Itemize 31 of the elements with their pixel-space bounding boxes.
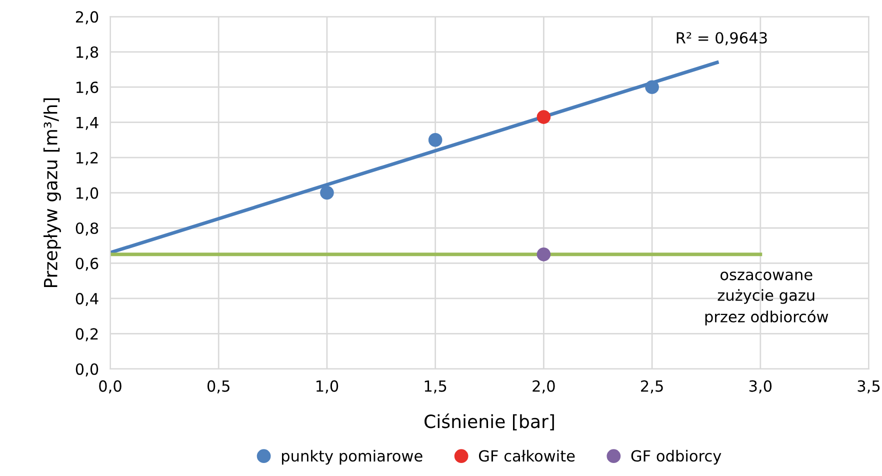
point <box>536 248 551 262</box>
y-axis-title: Przepływ gazu [m³/h] <box>43 98 61 288</box>
annotation: oszacowane zużycie gazu przez odbiorców <box>705 272 828 326</box>
x-tick-label: 2,5 <box>641 380 663 394</box>
annotation: R² = 0,9643 <box>676 32 767 46</box>
point <box>536 110 551 124</box>
y-tick-label: 1,8 <box>76 46 98 60</box>
y-tick-label: 1,6 <box>76 82 98 95</box>
y-tick-label: 0,2 <box>76 328 98 342</box>
y-tick-label: 0,6 <box>76 258 98 271</box>
legend-label: GF odbiorcy <box>631 450 722 465</box>
y-tick-label: 1,4 <box>76 117 98 130</box>
point <box>645 80 659 94</box>
x-tick-label: 2,0 <box>532 380 555 394</box>
x-tick-label: 0,0 <box>99 380 122 394</box>
y-tick-label: 0,8 <box>76 222 98 236</box>
legend-label: GF całkowite <box>478 450 575 462</box>
y-tick-label: 2,0 <box>76 11 98 24</box>
x-tick-label: 0,5 <box>207 380 230 394</box>
y-tick-label: 1,2 <box>76 152 98 166</box>
legend-label: punkty pomiarowe <box>282 450 422 465</box>
point <box>320 186 334 200</box>
x-axis-title: Ciśnienie [bar] <box>424 414 554 430</box>
x-tick-label: 1,5 <box>424 380 446 394</box>
x-tick-label: 1,0 <box>316 380 338 394</box>
x-tick-label: 3,5 <box>858 380 880 394</box>
y-tick-label: 0,0 <box>76 363 98 376</box>
y-tick-label: 0,4 <box>76 292 98 306</box>
point <box>428 133 442 147</box>
y-tick-label: 1,0 <box>76 187 98 200</box>
x-tick-label: 3,0 <box>749 380 772 394</box>
